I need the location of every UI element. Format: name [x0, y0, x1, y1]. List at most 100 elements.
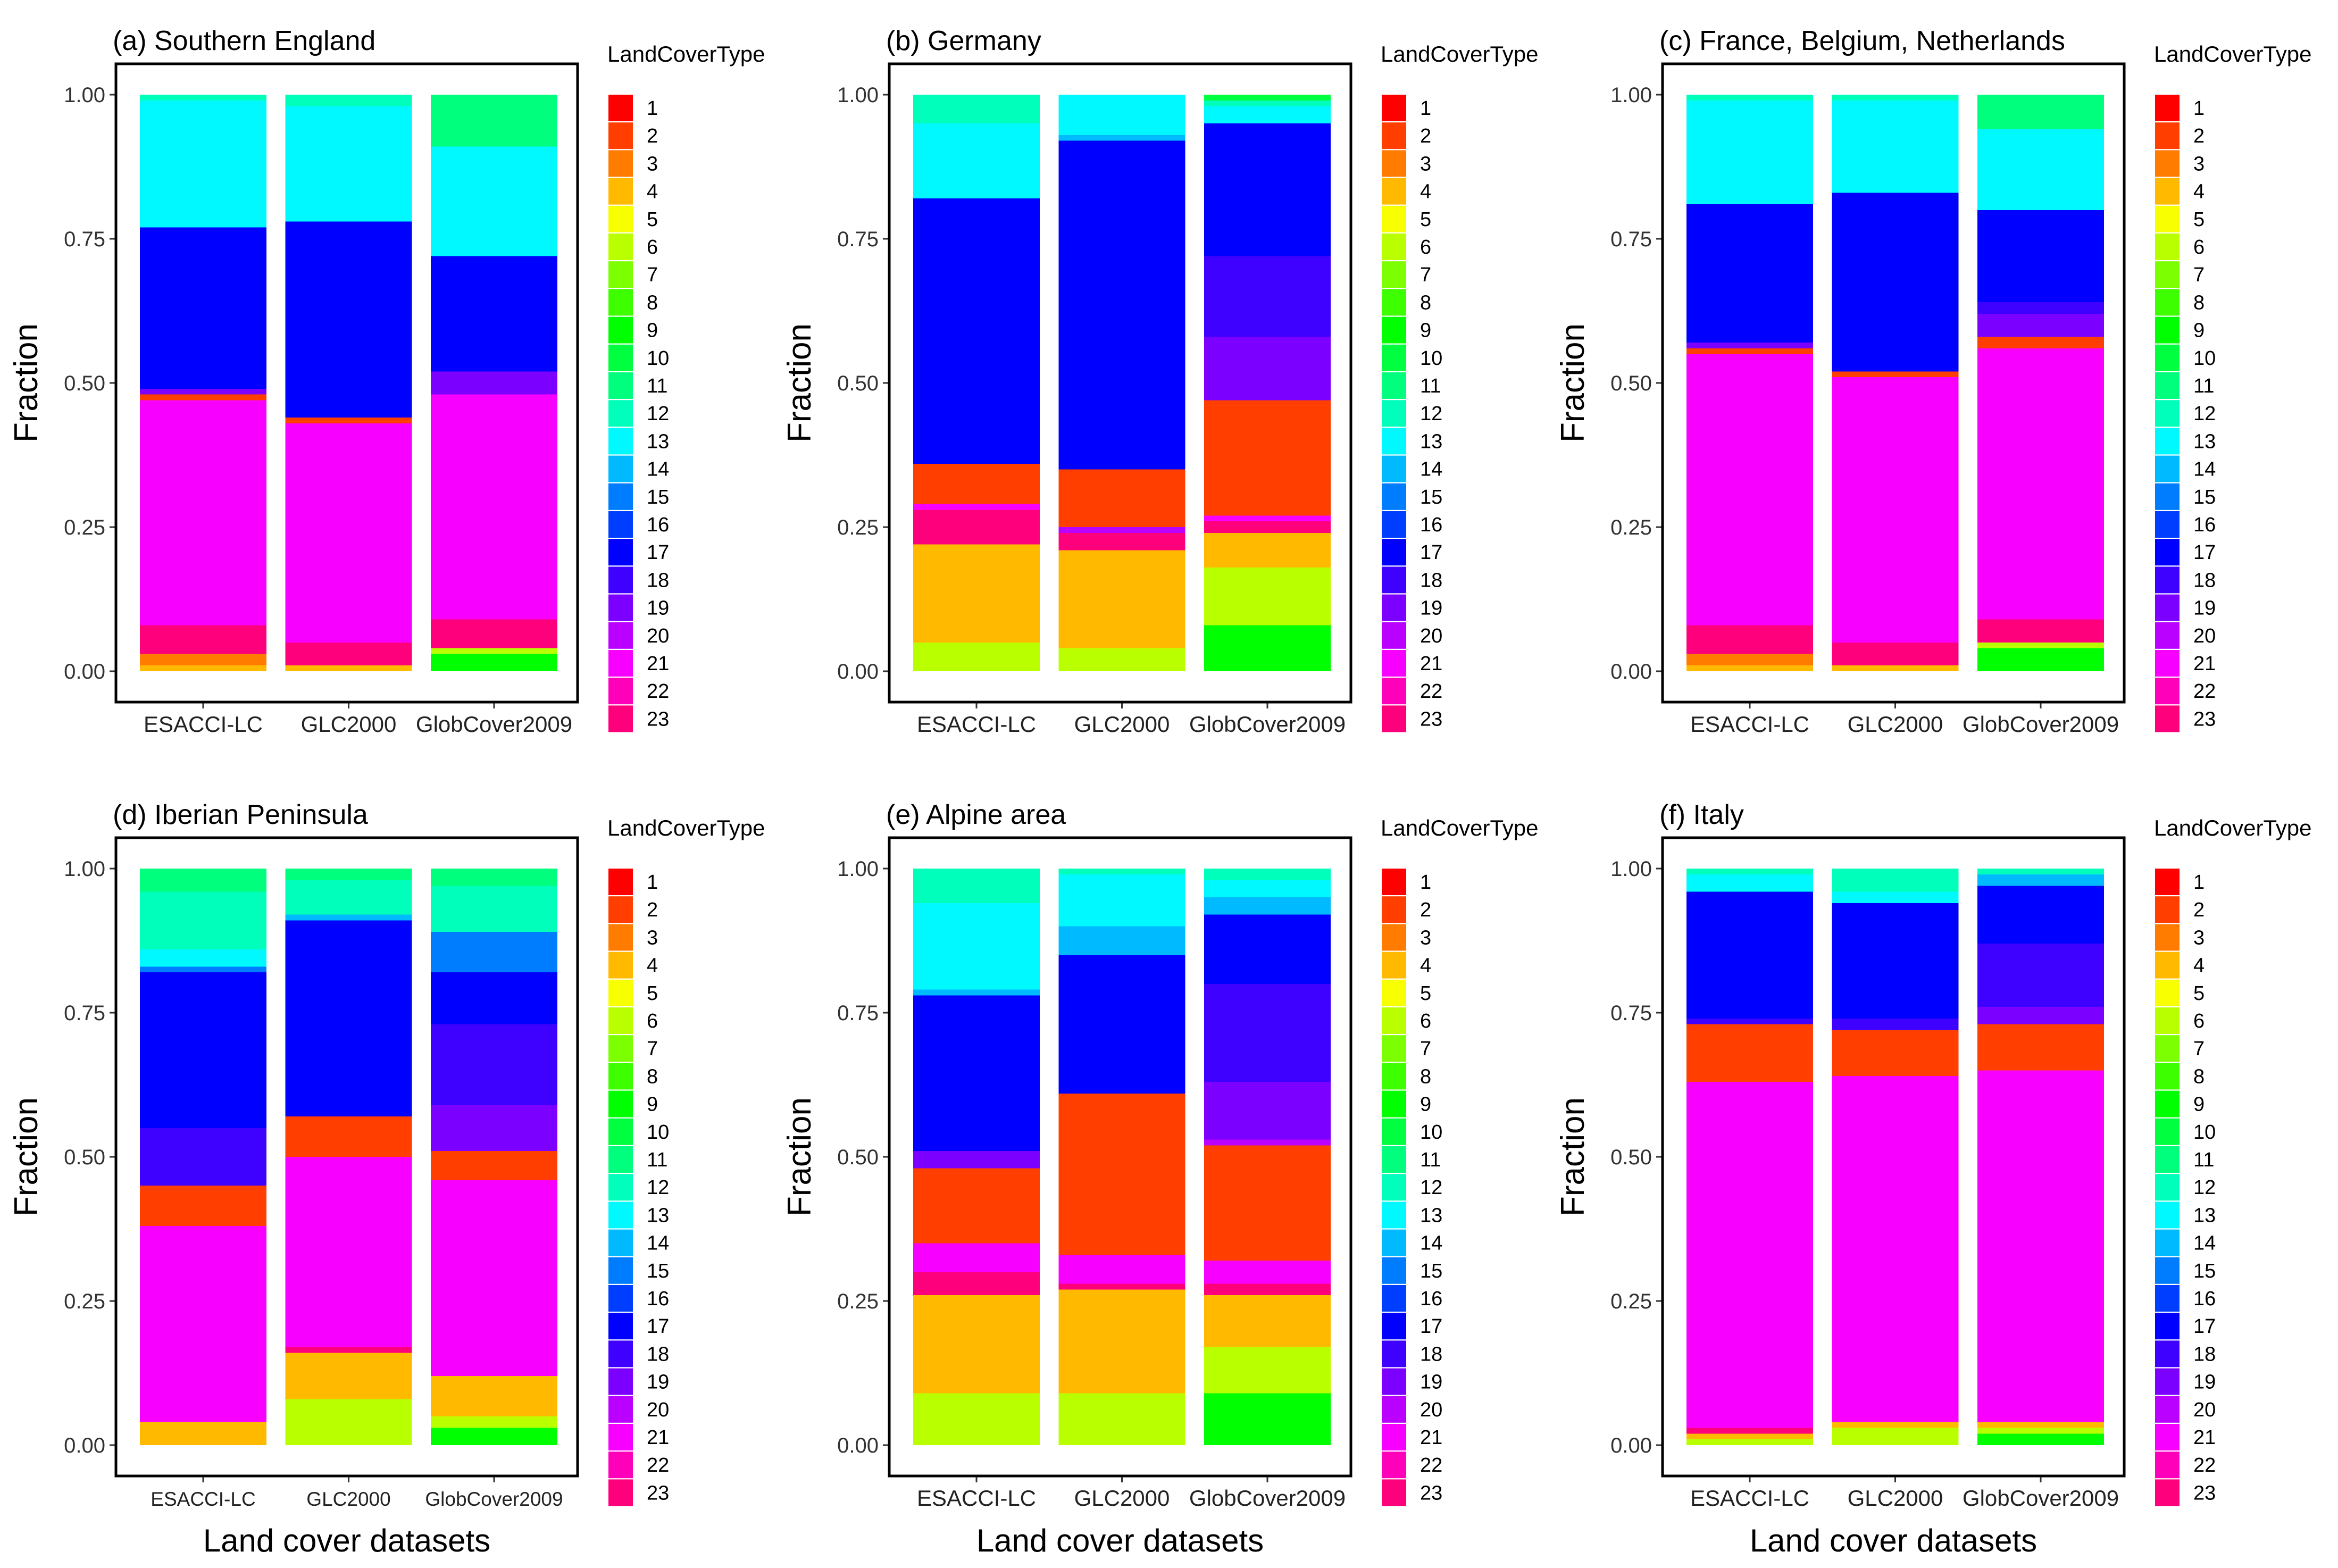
- bar-segment-GLC2000-type-21: [1832, 377, 1959, 643]
- legend-label-13: 13: [2193, 430, 2216, 453]
- legend-swatch-10: [2155, 1118, 2180, 1145]
- legend-label-21: 21: [647, 653, 669, 675]
- bar-segment-GlobCover2009-type-23: [1977, 619, 2104, 643]
- bar-segment-ESACCI-LC-type-23: [140, 625, 266, 654]
- bar-segment-GlobCover2009-type-19: [431, 371, 557, 395]
- bar-segment-GlobCover2009-type-4: [431, 1375, 557, 1416]
- legend-label-16: 16: [2193, 1288, 2216, 1310]
- bar-segment-ESACCI-LC-type-17: [1686, 204, 1813, 343]
- legend-swatch-19: [608, 1368, 633, 1395]
- bar-segment-GLC2000-type-2: [285, 1116, 412, 1157]
- legend-swatch-22: [2155, 1452, 2180, 1479]
- bar-segment-GlobCover2009-type-19: [1204, 337, 1331, 401]
- legend-label-1: 1: [647, 97, 658, 120]
- bar-segment-GLC2000-type-2: [1058, 1093, 1185, 1255]
- legend-label-12: 12: [647, 1177, 669, 1199]
- bar-segment-GlobCover2009-type-2: [1977, 337, 2104, 348]
- bar-segment-GlobCover2009-type-9: [1204, 625, 1331, 671]
- bar-segment-ESACCI-LC-type-11: [140, 869, 266, 892]
- legend-swatch-5: [2155, 979, 2180, 1006]
- legend-label-4: 4: [1420, 181, 1431, 203]
- x-tick-label: GLC2000: [1848, 1486, 1943, 1511]
- x-tick-label: GlobCover2009: [425, 1488, 563, 1510]
- legend-swatch-9: [1382, 316, 1406, 344]
- bar-segment-GlobCover2009-type-4: [1204, 1295, 1331, 1347]
- legend-label-7: 7: [647, 264, 658, 286]
- bar-segment-ESACCI-LC-type-23: [913, 510, 1040, 545]
- y-tick-label: 0.00: [1610, 660, 1652, 683]
- legend-label-22: 22: [647, 680, 669, 703]
- legend-label-23: 23: [647, 708, 669, 730]
- legend-swatch-2: [2155, 122, 2180, 149]
- bar-segment-ESACCI-LC-type-21: [1686, 354, 1813, 625]
- legend-swatch-21: [1382, 650, 1406, 677]
- bar-segment-ESACCI-LC-type-23: [913, 1272, 1040, 1296]
- legend-label-19: 19: [647, 1371, 669, 1394]
- legend-swatch-14: [1382, 1229, 1406, 1256]
- legend-label-18: 18: [1420, 1343, 1442, 1365]
- legend-swatch-17: [1382, 1313, 1406, 1340]
- legend-swatch-22: [608, 678, 633, 705]
- bar-segment-GLC2000-type-14: [1058, 926, 1185, 955]
- legend-swatch-17: [2155, 539, 2180, 566]
- legend-label-9: 9: [647, 320, 658, 342]
- y-tick-label: 0.75: [837, 1002, 879, 1025]
- bar-segment-GLC2000-type-13: [1832, 100, 1959, 193]
- legend-label-22: 22: [1420, 680, 1442, 703]
- bar-segment-ESACCI-LC-type-21: [913, 504, 1040, 510]
- legend-label-7: 7: [1420, 1038, 1431, 1060]
- bar-segment-ESACCI-LC-type-3: [1686, 654, 1813, 666]
- bar-segment-ESACCI-LC-type-15: [140, 966, 266, 973]
- legend-label-9: 9: [2193, 1094, 2205, 1116]
- legend-swatch-4: [1382, 952, 1406, 979]
- x-tick-label: GlobCover2009: [1963, 1486, 2119, 1511]
- legend-swatch-16: [1382, 511, 1406, 538]
- panel-title: (b) Germany: [886, 26, 1041, 56]
- bar-segment-GLC2000-type-2: [1832, 371, 1959, 378]
- bar-segment-GlobCover2009-type-2: [1204, 1145, 1331, 1261]
- x-tick-label: ESACCI-LC: [151, 1488, 255, 1510]
- legend-label-20: 20: [2193, 625, 2216, 647]
- y-tick-label: 0.50: [64, 1146, 105, 1169]
- y-tick-label: 0.75: [1610, 228, 1652, 251]
- legend-swatch-8: [608, 289, 633, 316]
- bar-segment-ESACCI-LC-type-13: [140, 100, 266, 228]
- x-axis-label: Land cover datasets: [203, 1523, 490, 1558]
- legend-label-11: 11: [647, 375, 667, 397]
- legend-swatch-19: [2155, 594, 2180, 621]
- legend-label-1: 1: [2193, 871, 2205, 894]
- bar-segment-GLC2000-type-12: [1832, 869, 1959, 892]
- bar-segment-GlobCover2009-type-21: [1204, 1261, 1331, 1284]
- legend-swatch-1: [608, 869, 633, 895]
- legend-label-19: 19: [2193, 1371, 2216, 1394]
- legend-label-22: 22: [2193, 680, 2216, 703]
- legend-label-18: 18: [2193, 1343, 2216, 1365]
- legend-label-13: 13: [647, 430, 669, 453]
- legend-swatch-6: [2155, 1007, 2180, 1034]
- legend-swatch-9: [2155, 316, 2180, 344]
- bar-segment-GlobCover2009-type-15: [431, 932, 557, 973]
- legend-swatch-4: [2155, 178, 2180, 205]
- bar-segment-GLC2000-type-17: [1058, 955, 1185, 1094]
- y-tick-label: 0.75: [837, 228, 879, 251]
- chart-panel-5: (e) Alpine area Fraction 0.00 0.25 0.50 0.75 1…: [781, 799, 1539, 1558]
- legend-label-4: 4: [1420, 955, 1431, 977]
- legend-label-21: 21: [1420, 653, 1442, 675]
- legend-label-11: 11: [2193, 1149, 2214, 1171]
- y-tick-label: 1.00: [837, 84, 879, 107]
- y-axis-label: Fraction: [8, 323, 45, 443]
- legend-label-10: 10: [1420, 1121, 1442, 1144]
- bar-segment-GlobCover2009-type-21: [1977, 1070, 2104, 1422]
- legend-swatch-20: [2155, 1396, 2180, 1423]
- y-axis-label: Fraction: [1555, 323, 1591, 443]
- bar-segment-GlobCover2009-type-20: [1204, 1139, 1331, 1146]
- legend-swatch-12: [1382, 400, 1406, 427]
- legend-label-15: 15: [647, 1260, 669, 1282]
- legend-label-6: 6: [1420, 236, 1431, 258]
- x-tick-label: GlobCover2009: [1963, 712, 2119, 737]
- bar-segment-GLC2000-type-2: [1832, 1030, 1959, 1077]
- bar-segment-GlobCover2009-type-17: [1977, 210, 2104, 303]
- y-axis-label: Fraction: [781, 1097, 818, 1216]
- legend-swatch-15: [2155, 483, 2180, 510]
- legend-label-4: 4: [647, 955, 658, 977]
